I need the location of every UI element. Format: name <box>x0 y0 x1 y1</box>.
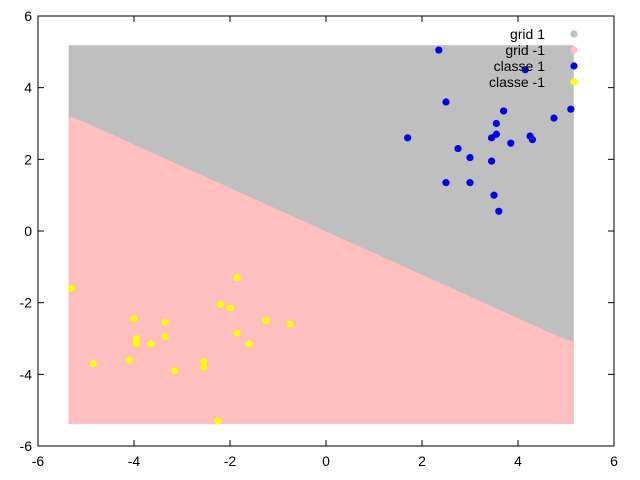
point-classe-1 <box>132 334 140 343</box>
x-tick-label: -2 <box>224 453 237 469</box>
x-tick-label: 6 <box>610 453 618 469</box>
point-classe-1 <box>488 157 496 165</box>
point-classe-1 <box>404 134 412 142</box>
point-classe-1 <box>495 207 503 215</box>
data-points <box>68 46 575 425</box>
legend-label: classe 1 <box>494 58 546 74</box>
point-classe-1 <box>466 153 474 162</box>
y-tick-label: 6 <box>24 8 32 24</box>
point-classe-1 <box>262 316 270 325</box>
point-classe-1 <box>442 98 450 106</box>
y-tick-label: -6 <box>20 438 33 454</box>
point-classe-1 <box>492 119 500 128</box>
y-tick-label: -2 <box>20 295 33 311</box>
y-tick-label: 4 <box>24 80 32 96</box>
x-tick-label: 4 <box>514 453 522 469</box>
axis-ticks: -6 -4 -2 0 2 4 6 -6 -4 -2 0 2 4 6 <box>20 8 619 469</box>
legend-label: classe -1 <box>489 74 545 90</box>
point-classe-1 <box>550 114 558 122</box>
x-tick-label: 2 <box>418 453 426 469</box>
y-tick-label: -4 <box>20 366 33 382</box>
point-classe-1 <box>286 320 294 328</box>
x-tick-label: -6 <box>32 453 45 469</box>
point-classe-1 <box>442 179 450 187</box>
point-classe-1 <box>132 340 140 348</box>
point-classe-1 <box>130 315 138 323</box>
legend-marker <box>570 46 578 54</box>
y-tick-label: 2 <box>24 151 32 167</box>
point-classe-1 <box>521 66 529 74</box>
point-classe-1 <box>507 139 515 147</box>
legend-label: grid -1 <box>505 42 545 58</box>
point-classe-1 <box>435 46 443 54</box>
point-classe-1 <box>200 363 208 371</box>
point-classe-1 <box>466 179 474 187</box>
point-classe-1 <box>216 300 224 309</box>
point-classe-1 <box>233 329 241 337</box>
point-classe-1 <box>161 318 169 326</box>
point-classe-1 <box>226 304 234 312</box>
x-tick-label: 0 <box>322 453 330 469</box>
legend-marker <box>570 30 578 38</box>
point-classe-1 <box>171 367 179 375</box>
legend-marker <box>570 78 578 86</box>
point-classe-1 <box>89 359 97 368</box>
legend-marker <box>570 62 578 70</box>
grid-region <box>68 45 574 424</box>
point-classe-1 <box>233 273 241 282</box>
y-tick-label: 0 <box>24 223 32 239</box>
point-classe-1 <box>500 107 508 115</box>
point-classe-1 <box>200 358 208 366</box>
point-classe-1 <box>490 191 498 199</box>
legend-label: grid 1 <box>510 26 545 42</box>
point-classe-1 <box>147 340 155 348</box>
point-classe-1 <box>492 130 500 138</box>
point-classe-1 <box>68 284 76 292</box>
point-classe-1 <box>125 356 133 364</box>
point-classe-1 <box>528 136 537 144</box>
grid-region-class-minus-1 <box>68 116 574 424</box>
point-classe-1 <box>161 333 169 341</box>
point-classe-1 <box>567 105 575 113</box>
point-classe-1 <box>214 417 222 425</box>
point-classe-1 <box>245 340 253 348</box>
x-tick-label: -4 <box>128 453 141 469</box>
point-classe-1 <box>454 144 462 153</box>
